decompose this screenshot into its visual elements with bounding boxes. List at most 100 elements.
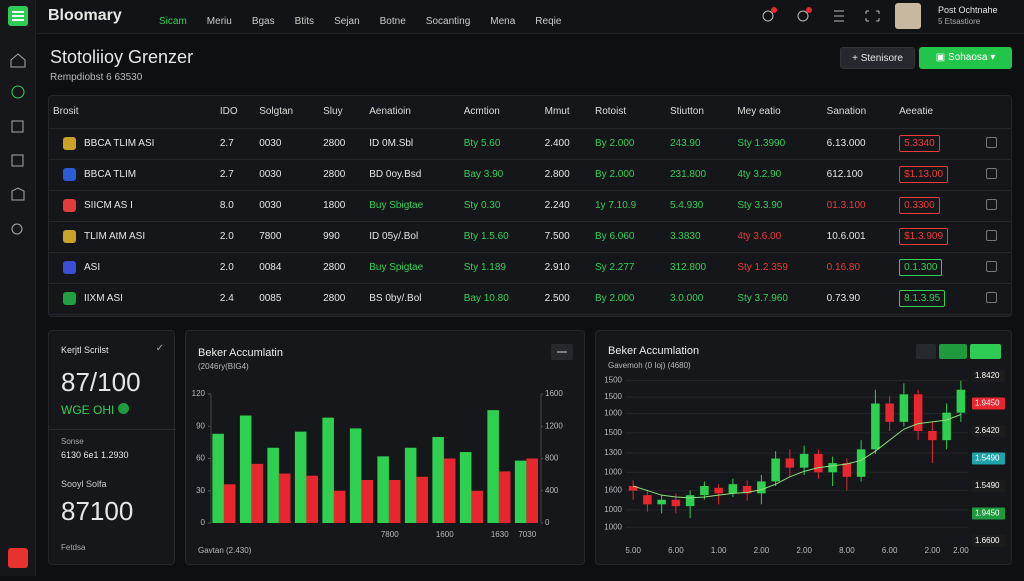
nav-item[interactable]: Botne [379,16,406,27]
secondary-button[interactable]: + Stenisore [840,47,915,69]
column-header: Mmut [540,96,591,129]
table-cell: 990 [319,221,366,253]
bank-icon[interactable] [11,187,25,201]
expand-icon[interactable] [865,10,880,22]
column-header: Aeeatie [895,96,982,129]
clock-icon[interactable] [797,10,809,22]
y-tick-label: 30 [196,486,205,495]
checkbox[interactable] [985,291,997,303]
cell-text: 312.800 [669,262,707,273]
divider [49,429,176,430]
y2-tick-label: 0 [545,518,550,527]
table-cell: Sty 0.30 [459,190,541,222]
table-cell: 0.3300 [895,190,982,222]
bar [322,417,334,523]
x-tick-label: 1.00 [711,546,727,555]
bar [388,480,401,523]
table-cell: 0030 [255,159,320,191]
cell-text: 10.6.001 [826,231,866,242]
y-tick-label: 1500 [604,376,622,385]
bar [377,456,389,523]
nav-item[interactable]: Bgas [251,16,275,27]
avatar[interactable] [895,3,921,29]
nav-item[interactable]: Sejan [334,16,360,27]
primary-button[interactable]: ▣ Sohaosa ▾ [919,47,1012,69]
cell-text: Sty 1.189 [463,262,506,273]
table-cell: 2.4 [215,283,256,315]
checkbox[interactable] [985,167,997,179]
header-row: Brosit IDO Solgtan Sluy Aenatioin Acmtion Mmut… [49,96,1011,129]
table-cell [981,128,1011,160]
checkbox[interactable] [985,198,997,210]
grid-icon[interactable] [834,10,844,22]
toggle-button[interactable] [916,344,936,359]
cell-text: Sty 1.2.359 [737,262,788,273]
table-cell: Sty 1.3990 [733,128,823,160]
cell-text: 2.4 [219,293,234,304]
x-tick-label: 7030 [518,530,536,539]
table-cell: 0030 [255,128,320,160]
chart-subtitle: Gavemoh (0 Ioj) (4680) [608,361,691,370]
nav-item[interactable]: Mena [490,16,516,27]
y-tick-label: 60 [196,454,205,463]
logo: Bloomary [48,7,122,24]
candle-body [799,453,809,468]
table-cell: 4ty 3.2.90 [733,159,823,191]
table-cell: 0030 [255,190,320,222]
cell-text: 5.4.930 [669,200,704,211]
toggle-button[interactable] [939,344,967,359]
table-cell: 3.0.000 [665,283,734,315]
search-icon[interactable] [11,223,23,235]
bar [487,410,499,523]
row-icon [63,261,76,274]
chart-icon[interactable] [11,85,25,99]
cell-text: ID 0M.Sbl [369,138,414,149]
table-cell: Bty 1.5.60 [459,221,541,253]
table-cell: 2.0 [215,252,256,284]
column-header: IDO [215,96,256,129]
table-cell: 612.100 [822,159,896,191]
column-header: Stiutton [665,96,734,129]
doc-icon[interactable] [11,120,24,133]
table-cell: ID 0M.Sbl [365,128,460,160]
candle-body [771,458,780,482]
nav-item[interactable]: Meriu [206,16,232,27]
price-tag-label: 2.6420 [975,426,1000,435]
price-tag [972,535,1005,547]
nav-item[interactable]: Socanting [425,16,471,27]
x-tick-label: 2.00 [754,546,770,555]
table-cell: 0.16.80 [822,252,896,284]
table-cell: 2.800 [540,159,591,191]
nav-item[interactable]: Reqie [535,16,562,27]
table-cell: By 2.000 [591,159,666,191]
bar [498,471,511,523]
checkbox[interactable] [985,260,997,272]
bell-icon[interactable] [762,10,774,22]
bar [212,433,224,523]
table-cell: 7800 [255,221,320,253]
bar [526,458,538,523]
toggle-button[interactable] [970,344,1001,359]
checkbox[interactable] [985,229,997,241]
checkbox[interactable] [985,136,997,148]
x-tick-label: 7800 [381,530,399,539]
cell-text: 0085 [259,293,282,304]
cell-text: BBCA TLIM ASI [84,138,155,150]
cell-text: 2800 [323,293,346,304]
candle-body [685,495,695,507]
table-cell: Bty 5.60 [459,128,541,160]
y-tick-label: 0 [201,518,206,527]
nav-item[interactable]: Sicam [159,16,187,27]
cell-text: 0.1.300 [899,259,943,276]
cell-text: 2.7 [219,138,234,149]
tag-dot [117,403,129,414]
alert-button[interactable] [8,548,28,568]
candle-body [956,389,966,413]
home-icon[interactable] [10,53,26,68]
bar [471,490,483,523]
table-row: TLIM AtM ASI 2.0 7800 990 ID 05y/.Bol Bty 1.5… [49,221,1011,253]
cell-text: BS 0by/.Bol [369,293,422,304]
label: Sooyl Solfa [61,479,107,489]
list-icon[interactable] [11,154,24,167]
nav-item[interactable]: Btits [294,16,315,27]
